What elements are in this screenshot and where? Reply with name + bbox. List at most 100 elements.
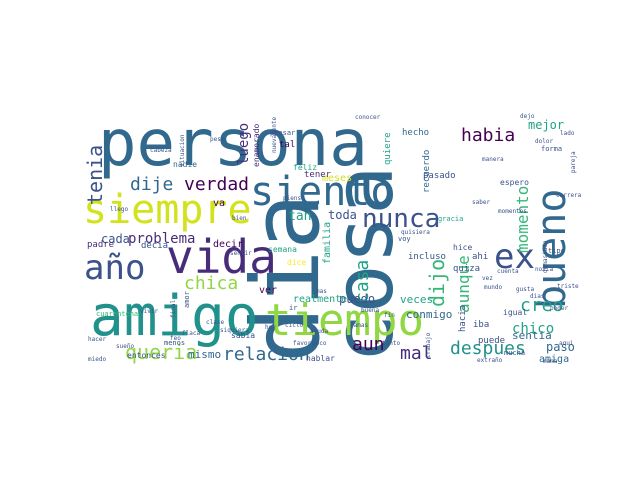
word-cloud-word: dolor (535, 138, 553, 145)
word-cloud-word: puedo (339, 292, 375, 306)
word-cloud-word: mucha (504, 349, 525, 357)
word-cloud-word: voy (398, 235, 411, 243)
word-cloud-word: ex (494, 237, 535, 277)
word-cloud-word: nunca (362, 204, 440, 234)
word-cloud-word: vida (166, 230, 277, 284)
word-cloud-word: hacer (88, 336, 106, 343)
word-cloud-word: quiza (453, 264, 480, 274)
word-cloud-word: poder (550, 305, 568, 312)
word-cloud-word: sueño (116, 343, 134, 350)
word-cloud-word: bueno (529, 189, 575, 309)
word-cloud-word: menos (164, 339, 185, 347)
word-cloud-word: trabajo (425, 332, 432, 358)
word-cloud-word: relacion (223, 344, 310, 365)
word-cloud-word: ciclo (285, 322, 303, 329)
word-cloud-word: mismo (188, 348, 221, 361)
word-cloud-word: mundo (484, 284, 502, 291)
word-cloud-word: pasado (423, 171, 456, 181)
word-cloud-word: aqui (559, 340, 574, 347)
word-cloud-word: año (84, 248, 145, 288)
word-cloud-word: vez (482, 275, 493, 282)
word-cloud-word: conocer (355, 114, 381, 121)
word-cloud-word: igual (503, 308, 527, 317)
word-cloud-word: hice (453, 243, 472, 252)
word-cloud-word: chico (512, 321, 554, 337)
word-cloud-word: buena (361, 307, 379, 314)
word-cloud-word: extraño (477, 357, 503, 364)
word-cloud-word: demasiado (542, 240, 549, 273)
word-cloud-word: amor (183, 291, 191, 308)
word-cloud-word: gusta (516, 286, 534, 293)
word-cloud-word: toda (328, 208, 357, 222)
word-cloud-word: dice (287, 258, 306, 267)
word-cloud-word: amiga (539, 354, 569, 365)
word-cloud-word: tipo (548, 247, 565, 255)
word-cloud-word: mejor (528, 118, 564, 132)
word-cloud-word: cosa (317, 166, 412, 363)
word-cloud-word: luego (236, 123, 252, 165)
word-cloud-word: quisiera (401, 229, 430, 236)
word-cloud-word: queria (125, 340, 197, 364)
word-cloud-word: amigo (90, 284, 259, 349)
word-cloud-word: favor (293, 340, 311, 347)
word-cloud-word: cuenta (497, 268, 519, 275)
word-cloud-word: va (213, 198, 225, 209)
word-cloud-word: creo (520, 295, 563, 316)
word-cloud-word: situacion (179, 134, 186, 167)
word-cloud-word: siquiera (220, 327, 249, 334)
word-cloud-word: verdad (184, 174, 249, 195)
word-cloud-word: miedo (88, 356, 106, 363)
word-cloud-word: bien (232, 215, 247, 222)
word-cloud-word: dia (232, 193, 341, 363)
word-cloud-word: final (170, 300, 177, 318)
word-cloud-word: nuevamente (271, 116, 278, 153)
word-cloud-word: tan (288, 209, 311, 224)
word-cloud-word: hacia (458, 305, 468, 332)
word-cloud-word: lado (560, 130, 575, 137)
word-cloud-word: dejo (520, 113, 535, 120)
word-cloud-word: carrera (556, 192, 582, 199)
word-cloud-word: momentos (498, 208, 527, 215)
word-cloud: persona dia cosa amigo siento siempre vida tiem… (80, 113, 587, 366)
word-cloud-word: momento (513, 186, 532, 253)
word-cloud-word: entonces (127, 351, 166, 360)
word-cloud-word: quiere (383, 132, 393, 165)
word-cloud-word: tenia (83, 145, 107, 205)
word-cloud-word: sabia (231, 331, 255, 340)
word-cloud-word: hoy (265, 324, 276, 331)
word-cloud-word: manera (482, 156, 504, 163)
word-cloud-word: pese (210, 136, 225, 143)
word-cloud-word: cada (101, 232, 130, 246)
word-cloud-word: casa (352, 260, 373, 303)
word-cloud-word: gracia (438, 215, 463, 223)
word-cloud-word: persona (98, 113, 368, 181)
word-cloud-word: puede (478, 336, 505, 346)
word-cloud-word: tiempo (265, 295, 424, 346)
word-cloud-word: mama (543, 358, 558, 365)
word-cloud-word: mal (400, 343, 433, 364)
word-cloud-word: meses (322, 173, 352, 184)
word-cloud-word: conmigo (406, 308, 452, 321)
word-cloud-word: habia (461, 125, 515, 146)
word-cloud-word: fin (384, 312, 395, 319)
word-cloud-word: familia (322, 222, 333, 264)
word-cloud-word: ahi (472, 252, 488, 262)
word-cloud-word: sentir (230, 250, 252, 257)
word-cloud-word: aun (352, 334, 385, 355)
word-cloud-word: incluso (408, 252, 446, 262)
word-cloud-word: feliz (293, 163, 317, 172)
word-cloud-word: novia (535, 266, 553, 273)
word-cloud-word: mas (316, 288, 327, 295)
word-cloud-word: decir (213, 239, 243, 250)
word-cloud-word: padre (87, 240, 114, 250)
word-cloud-word: problema (128, 231, 195, 247)
word-cloud-word: cabeza (150, 147, 172, 154)
word-cloud-word: paso (546, 340, 575, 354)
word-cloud-word: llego (110, 206, 128, 213)
word-cloud-word: hecho (402, 128, 429, 138)
word-cloud-word: cuarentena (96, 310, 138, 318)
word-cloud-word: siempre (83, 187, 252, 233)
word-cloud-word: ver (259, 285, 277, 296)
word-cloud-word: sentia (512, 329, 552, 342)
